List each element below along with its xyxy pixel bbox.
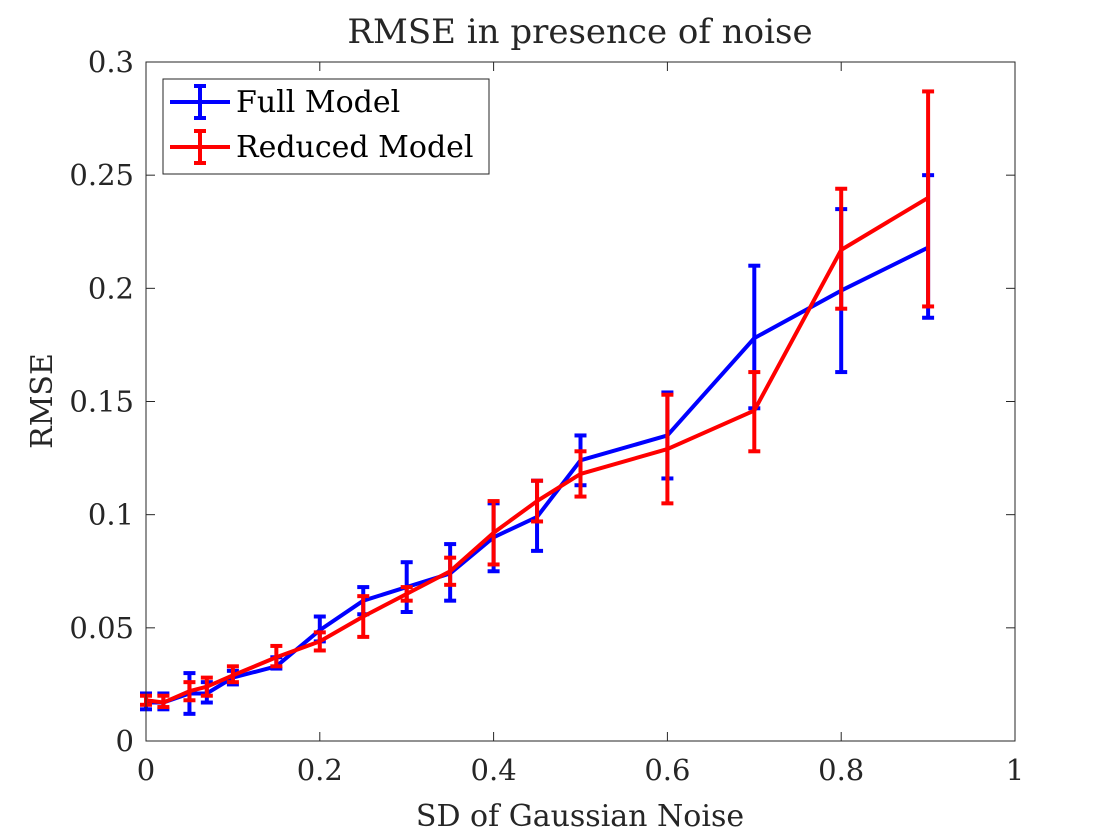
legend-label: Reduced Model [236,130,474,165]
series-reduced-model [140,89,935,710]
legend-entry: Reduced Model [170,129,474,165]
chart-title: RMSE in presence of noise [347,12,812,52]
plot-area [146,62,1015,741]
x-tick-label: 0 [137,753,155,787]
x-axis-label: SD of Gaussian Noise [416,799,744,834]
legend: Full Model Reduced Model [162,78,490,175]
legend-box [162,78,490,175]
y-tick-label: 0.1 [88,498,134,532]
y-tick-label: 0.2 [88,271,134,305]
x-tick-label: 0.2 [297,753,343,787]
series-line [145,196,930,705]
ticks-layer: 0 0.2 0.4 0.6 0.8 1 0 0.05 0.1 0.15 0.2 0.25 0.3 [69,45,1024,787]
y-tick-label: 0 [116,724,134,758]
y-tick-label: 0.25 [69,158,134,192]
x-tick-label: 0.4 [471,753,517,787]
legend-entry: Full Model [170,84,400,120]
x-tick-label: 0.8 [818,753,864,787]
legend-entries: Full Model Reduced Model [170,84,474,165]
x-tick-label: 1 [1006,753,1024,787]
y-axis-label: RMSE [25,353,60,449]
y-tick-label: 0.05 [69,611,134,645]
y-tick-label: 0.15 [69,385,134,419]
series-layer [140,89,935,716]
x-tick-label: 0.6 [644,753,690,787]
y-tick-label: 0.3 [88,45,134,79]
legend-label: Full Model [236,85,400,120]
